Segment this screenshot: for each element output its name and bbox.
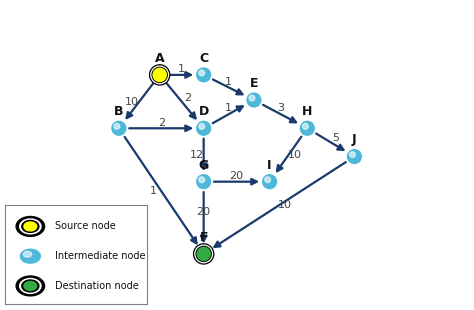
- Circle shape: [249, 95, 255, 101]
- Circle shape: [20, 249, 40, 263]
- Text: Intermediate node: Intermediate node: [55, 251, 145, 261]
- Circle shape: [23, 251, 32, 257]
- Text: Destination node: Destination node: [55, 281, 138, 291]
- Circle shape: [153, 68, 166, 82]
- Text: 2: 2: [158, 117, 165, 128]
- Circle shape: [199, 177, 205, 183]
- Circle shape: [347, 150, 361, 163]
- Circle shape: [24, 222, 36, 231]
- Text: 1: 1: [225, 77, 232, 87]
- Circle shape: [16, 276, 45, 296]
- Text: 1: 1: [178, 64, 185, 74]
- Circle shape: [151, 66, 168, 84]
- Circle shape: [150, 65, 170, 85]
- Text: C: C: [199, 52, 208, 65]
- Circle shape: [197, 68, 210, 82]
- Text: B: B: [114, 105, 124, 118]
- Text: 10: 10: [125, 97, 138, 107]
- Circle shape: [114, 123, 120, 129]
- Circle shape: [302, 123, 308, 129]
- Circle shape: [263, 175, 276, 188]
- Circle shape: [199, 123, 205, 129]
- Text: D: D: [199, 105, 209, 118]
- Text: 20: 20: [229, 171, 244, 181]
- Text: F: F: [200, 231, 208, 244]
- Circle shape: [350, 152, 356, 157]
- Text: 1: 1: [225, 104, 232, 113]
- Circle shape: [19, 219, 41, 234]
- Circle shape: [16, 216, 45, 236]
- Text: 1: 1: [150, 186, 157, 196]
- Circle shape: [24, 281, 36, 290]
- Circle shape: [22, 220, 39, 232]
- Circle shape: [22, 280, 39, 292]
- Text: 10: 10: [288, 150, 302, 160]
- Circle shape: [197, 122, 210, 135]
- Circle shape: [199, 70, 205, 76]
- Circle shape: [196, 246, 211, 261]
- Circle shape: [195, 245, 212, 263]
- Circle shape: [197, 175, 210, 188]
- Text: 10: 10: [278, 200, 292, 210]
- Circle shape: [193, 244, 214, 264]
- Circle shape: [112, 122, 126, 135]
- Circle shape: [301, 122, 314, 135]
- Text: 2: 2: [184, 93, 191, 103]
- Text: 12: 12: [190, 150, 204, 160]
- Circle shape: [197, 247, 210, 260]
- Circle shape: [265, 177, 271, 183]
- Text: 5: 5: [332, 133, 339, 143]
- Text: J: J: [352, 134, 357, 147]
- Text: A: A: [155, 52, 164, 65]
- Text: Source node: Source node: [55, 221, 115, 232]
- Text: 20: 20: [197, 207, 211, 217]
- Text: G: G: [199, 159, 209, 172]
- Text: H: H: [302, 105, 312, 118]
- Circle shape: [247, 93, 261, 107]
- Circle shape: [19, 278, 41, 293]
- Circle shape: [152, 67, 167, 82]
- Text: I: I: [267, 159, 272, 172]
- Text: 3: 3: [277, 104, 284, 113]
- Text: E: E: [250, 77, 258, 90]
